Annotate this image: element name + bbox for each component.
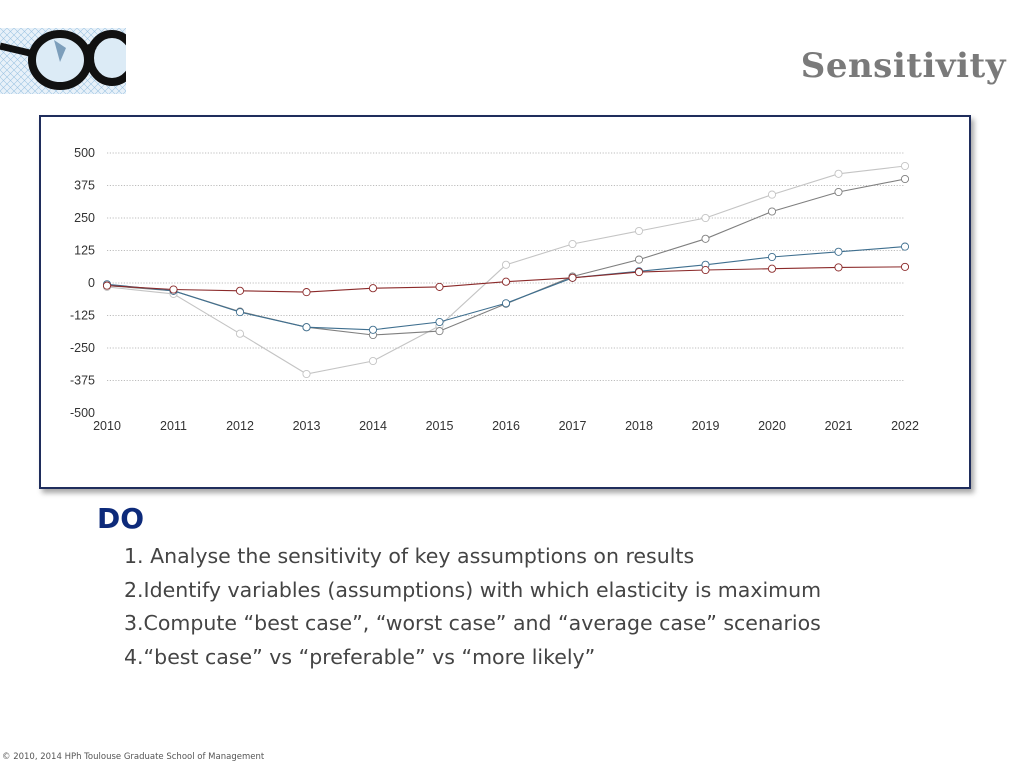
data-point	[435, 317, 444, 327]
series-line	[106, 165, 906, 375]
x-tick-label: 2017	[559, 419, 587, 433]
data-point	[302, 288, 311, 297]
series-line	[106, 178, 906, 336]
chart-frame: 500 375 250 125 0 -125 -250 -375 -500 2010 2011 20…	[39, 115, 971, 489]
data-point	[102, 281, 112, 290]
data-point	[368, 284, 378, 293]
data-point	[235, 308, 245, 317]
data-point	[235, 286, 245, 295]
data-point	[834, 169, 843, 178]
data-point	[767, 264, 777, 273]
data-point	[501, 260, 511, 269]
data-point	[767, 252, 777, 262]
data-point	[302, 323, 311, 332]
data-point	[834, 187, 843, 197]
data-point	[568, 239, 577, 249]
data-point	[235, 329, 245, 338]
data-point	[701, 265, 710, 275]
x-tick-label: 2022	[891, 419, 919, 433]
do-list: 1. Analyse the sensitivity of key assump…	[124, 540, 821, 674]
y-axis-ticks: 500 375 250 125 0 -125 -250 -375 -500	[70, 146, 95, 420]
data-point	[900, 174, 910, 184]
do-item-4: 4.“best case” vs “preferable” vs “more l…	[124, 644, 596, 669]
data-point	[900, 262, 910, 271]
data-point	[368, 325, 378, 334]
y-tick-label: -375	[70, 374, 95, 388]
do-item-3: 3.Compute “best case”, “worst case” and …	[124, 611, 821, 635]
x-tick-label: 2018	[625, 419, 653, 433]
y-tick-label: 125	[74, 244, 95, 258]
data-point	[834, 247, 843, 256]
y-tick-label: 500	[74, 146, 95, 160]
y-tick-label: -250	[70, 341, 95, 355]
data-point	[900, 161, 910, 171]
y-tick-label: -500	[70, 406, 95, 420]
data-point	[368, 356, 378, 366]
data-point	[701, 234, 710, 243]
data-point	[634, 226, 644, 236]
chart-series	[102, 161, 910, 379]
series-4	[102, 262, 910, 297]
data-point	[568, 273, 577, 282]
series-2	[102, 174, 910, 340]
do-item-1: 1. Analyse the sensitivity of key assump…	[124, 544, 695, 568]
x-tick-label: 2010	[93, 419, 121, 433]
eyeglasses-icon	[0, 28, 126, 94]
x-tick-label: 2016	[492, 419, 520, 433]
x-tick-label: 2019	[692, 419, 720, 433]
logo	[0, 28, 126, 94]
data-point	[501, 277, 511, 286]
data-point	[767, 190, 777, 199]
data-point	[634, 268, 644, 277]
data-point	[767, 207, 777, 216]
y-tick-label: 0	[88, 276, 95, 290]
data-point	[302, 369, 311, 379]
x-tick-label: 2012	[226, 419, 254, 433]
slide-title: Sensitivity	[800, 46, 1006, 86]
y-tick-label: -125	[70, 309, 95, 323]
x-tick-label: 2013	[293, 419, 321, 433]
x-tick-label: 2015	[426, 419, 454, 433]
series-1	[102, 161, 910, 379]
data-point	[501, 299, 511, 308]
data-point	[900, 242, 910, 251]
data-point	[435, 282, 444, 291]
x-tick-label: 2014	[359, 419, 387, 433]
x-tick-label: 2020	[758, 419, 786, 433]
x-tick-label: 2011	[160, 419, 187, 433]
data-point	[834, 263, 843, 272]
x-tick-label: 2021	[825, 419, 853, 433]
y-tick-label: 250	[74, 211, 95, 225]
do-item-2: 2.Identify variables (assumptions) with …	[124, 577, 822, 602]
do-heading: DO	[97, 502, 145, 535]
copyright-footer: © 2010, 2014 HPh Toulouse Graduate Schoo…	[2, 752, 265, 762]
data-point	[169, 285, 178, 294]
data-point	[701, 213, 710, 223]
x-axis-ticks: 2010 2011 2012 2013 2014 2015 2016 2017 2018 2019…	[93, 419, 919, 433]
y-tick-label: 375	[74, 179, 95, 193]
data-point	[634, 255, 644, 264]
data-point	[435, 327, 444, 336]
series-line	[106, 246, 906, 331]
series-3	[102, 242, 910, 334]
